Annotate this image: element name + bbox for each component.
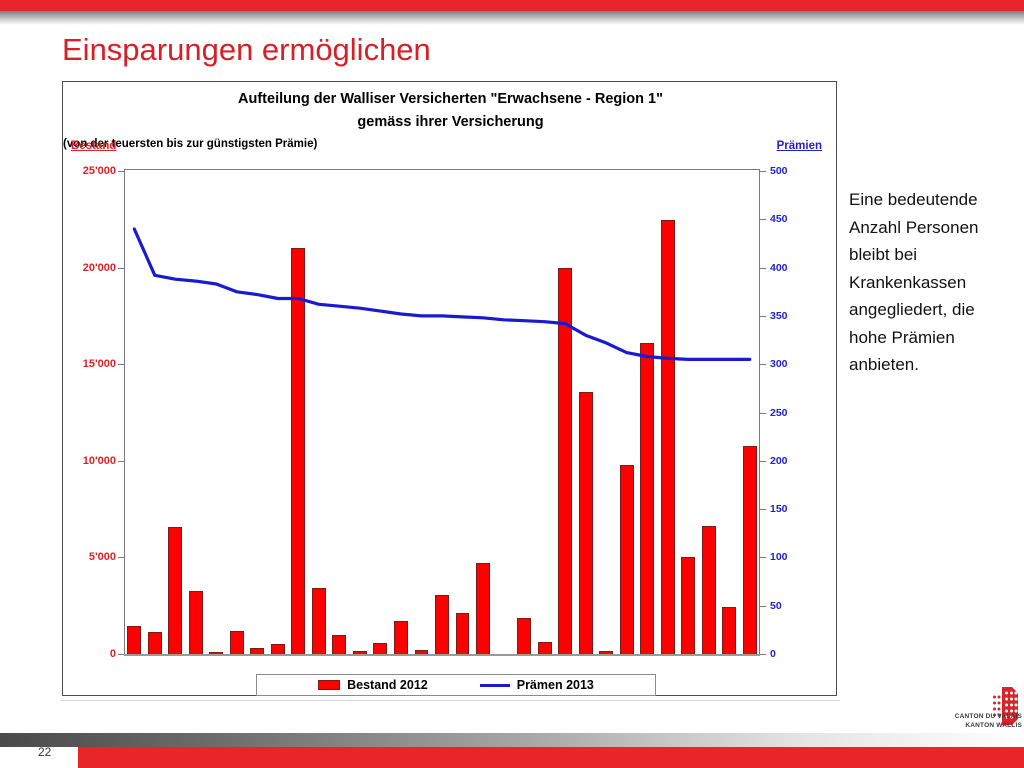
valais-logo-line-1: CANTON DU VALAIS bbox=[954, 713, 1022, 720]
bar bbox=[435, 595, 449, 654]
left-axis-title: Bestand bbox=[71, 140, 117, 152]
bar bbox=[517, 618, 532, 654]
bar bbox=[291, 248, 306, 654]
chart-legend: Bestand 2012 Prämen 2013 bbox=[256, 674, 656, 696]
plot-top-border bbox=[124, 169, 760, 170]
right-tick-label: 100 bbox=[770, 551, 788, 564]
top-gray-gradient bbox=[0, 11, 1024, 25]
plot-area: 0 5'000 10'000 15'000 20'000 25'000 0 50 100 150… bbox=[83, 165, 788, 660]
left-tick-label: 15'000 bbox=[82, 358, 116, 371]
legend-item-bestand-2012: Bestand 2012 bbox=[318, 678, 428, 692]
bar bbox=[701, 525, 716, 654]
footer-red-band bbox=[78, 747, 1024, 768]
bar bbox=[414, 650, 429, 654]
bar bbox=[188, 591, 203, 654]
right-tick-label: 200 bbox=[770, 454, 788, 467]
right-tick-mark bbox=[760, 219, 766, 221]
right-axis-title: Prämien bbox=[776, 140, 822, 152]
left-tick-label: 25'000 bbox=[82, 165, 116, 177]
bar bbox=[558, 267, 573, 654]
legend-line-swatch-icon bbox=[479, 683, 510, 687]
right-tick-label: 400 bbox=[770, 261, 788, 274]
left-tick-label: 5'000 bbox=[88, 551, 116, 564]
valais-logo-text: CANTON DU VALAIS KANTON WALLIS bbox=[928, 712, 1022, 731]
left-tick-mark bbox=[118, 460, 124, 462]
bar bbox=[127, 626, 142, 654]
legend-label-bestand-2012: Bestand 2012 bbox=[347, 678, 428, 692]
right-tick-mark bbox=[760, 171, 766, 172]
right-tick-mark bbox=[760, 315, 766, 317]
bar bbox=[660, 220, 675, 654]
bar bbox=[455, 613, 470, 654]
bar bbox=[209, 651, 224, 654]
right-tick-mark bbox=[760, 557, 766, 559]
right-tick-label: 150 bbox=[770, 503, 788, 516]
bar bbox=[619, 464, 634, 654]
bar bbox=[311, 588, 326, 654]
left-tick-label: 10'000 bbox=[82, 454, 116, 467]
legend-label-praemen-2013: Prämen 2013 bbox=[516, 678, 594, 692]
chart-title-line-1: Aufteilung der Walliser Versicherten "Er… bbox=[238, 91, 663, 107]
bar bbox=[352, 651, 367, 654]
bar bbox=[229, 630, 244, 654]
valais-coat-of-arms-icon bbox=[988, 687, 1018, 725]
left-tick-mark bbox=[118, 171, 124, 172]
right-tick-mark bbox=[760, 509, 766, 511]
page-title: Einsparungen ermöglichen bbox=[62, 32, 431, 67]
category-axis-line bbox=[124, 654, 760, 656]
right-axis-line bbox=[759, 169, 760, 655]
bar bbox=[393, 621, 408, 654]
right-tick-label: 50 bbox=[770, 599, 782, 612]
right-tick-label: 450 bbox=[770, 213, 788, 226]
bar bbox=[722, 606, 737, 654]
legend-bar-swatch-icon bbox=[318, 680, 341, 690]
line-series-praemen-2013 bbox=[132, 227, 752, 361]
right-tick-label: 0 bbox=[770, 648, 776, 660]
left-tick-label: 0 bbox=[109, 648, 116, 660]
right-tick-label: 300 bbox=[770, 358, 788, 371]
bar bbox=[640, 342, 655, 654]
left-tick-mark bbox=[118, 557, 124, 559]
bar bbox=[681, 557, 696, 654]
right-tick-mark bbox=[760, 412, 766, 414]
right-tick-mark bbox=[760, 654, 766, 655]
bar bbox=[332, 634, 347, 654]
chart-title-line-2: gemäss ihrer Versicherung bbox=[357, 114, 544, 130]
page-number: 22 bbox=[38, 745, 52, 759]
chart-subtitle: (von der teuersten bis zur günstigsten P… bbox=[63, 138, 318, 150]
legend-item-praemen-2013: Prämen 2013 bbox=[479, 678, 594, 692]
right-tick-mark bbox=[760, 460, 766, 462]
footer-divider bbox=[60, 700, 840, 701]
bar bbox=[270, 643, 285, 654]
bar bbox=[250, 647, 265, 654]
bar bbox=[147, 631, 162, 654]
right-tick-label: 250 bbox=[770, 406, 788, 419]
footer-gray-gradient bbox=[0, 733, 1024, 747]
bar bbox=[373, 642, 388, 654]
right-tick-mark bbox=[760, 267, 766, 269]
bar bbox=[537, 642, 552, 654]
right-tick-label: 350 bbox=[770, 309, 788, 322]
valais-logo-line-2: KANTON WALLIS bbox=[965, 722, 1022, 730]
chart-container: Aufteilung der Walliser Versicherten "Er… bbox=[62, 81, 837, 696]
valais-logo: CANTON DU VALAIS KANTON WALLIS bbox=[928, 686, 1024, 736]
right-tick-mark bbox=[760, 364, 766, 366]
top-red-band bbox=[0, 0, 1024, 11]
left-tick-mark bbox=[118, 654, 124, 655]
right-tick-label: 500 bbox=[770, 165, 788, 177]
footer-red-band-notch bbox=[0, 747, 78, 768]
side-commentary-text: Eine bedeutende Anzahl Personen bleibt b… bbox=[849, 190, 979, 375]
left-tick-mark bbox=[118, 364, 124, 366]
bar bbox=[168, 526, 183, 654]
bar bbox=[742, 446, 757, 654]
bar bbox=[578, 392, 593, 654]
left-tick-mark bbox=[118, 267, 124, 269]
bar bbox=[476, 563, 490, 654]
left-tick-label: 20'000 bbox=[82, 261, 116, 274]
bar bbox=[599, 651, 614, 654]
right-tick-mark bbox=[760, 605, 766, 607]
left-axis-line bbox=[124, 169, 125, 655]
